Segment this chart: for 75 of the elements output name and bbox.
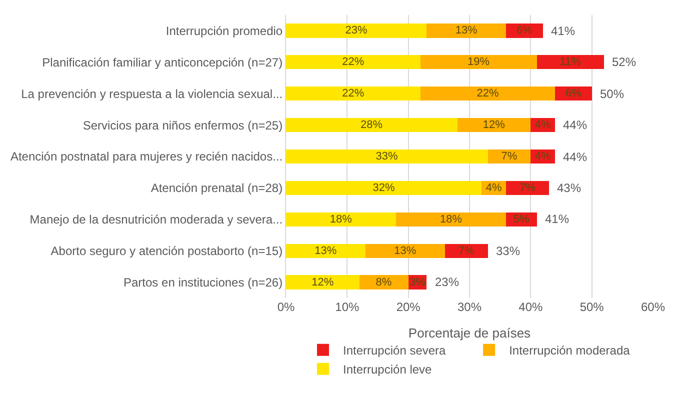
- bar: [286, 55, 421, 70]
- bar: [426, 24, 506, 38]
- x-tick-label: 0%: [277, 300, 295, 314]
- x-tick-label: 10%: [335, 300, 360, 314]
- data-label: 32%: [372, 182, 395, 194]
- bar: [286, 86, 421, 101]
- total-label: 52%: [612, 55, 636, 69]
- x-tick-label: 40%: [518, 300, 543, 314]
- data-label: 7%: [501, 150, 518, 162]
- data-label: 13%: [455, 24, 478, 37]
- x-tick-label: 60%: [640, 300, 666, 314]
- data-label: 4%: [534, 119, 551, 132]
- bar: [286, 24, 427, 38]
- total-label: 44%: [563, 118, 588, 132]
- data-label: 7%: [458, 244, 474, 257]
- total-label: 43%: [557, 181, 582, 195]
- total-label: 41%: [545, 212, 570, 226]
- data-label: 19%: [468, 56, 490, 68]
- bar: [286, 212, 396, 226]
- data-label: 6%: [516, 24, 533, 37]
- bar: [286, 118, 458, 132]
- bar: [536, 55, 604, 70]
- bar: [420, 55, 537, 70]
- y-tick-label: Atención postnatal para mujeres y recién nacidos...: [10, 150, 283, 164]
- data-label: 18%: [330, 213, 352, 226]
- data-label: 28%: [360, 119, 383, 132]
- y-tick-label: Planificación familiar y anticoncepción (n=27): [42, 55, 283, 70]
- y-tick-label: La prevención y respuesta a la violencia sexual...: [21, 86, 283, 101]
- bar: [286, 244, 366, 258]
- data-label: 33%: [376, 150, 398, 162]
- data-label: 11%: [560, 56, 582, 68]
- x-tick-label: 30%: [457, 300, 482, 314]
- bar: [359, 275, 408, 290]
- x-tick-label: 50%: [580, 300, 604, 314]
- total-label: 44%: [563, 150, 588, 164]
- data-label: 6%: [565, 88, 582, 100]
- legend-label: Interrupción moderada: [509, 344, 630, 358]
- data-label: 22%: [476, 88, 499, 100]
- data-label: 13%: [314, 244, 337, 257]
- bar: [396, 212, 506, 226]
- y-tick-label: Partos en instituciones (n=26): [124, 275, 283, 290]
- y-tick-label: Interrupción promedio: [166, 24, 283, 38]
- data-label: 12%: [312, 276, 334, 288]
- bar: [286, 275, 360, 290]
- legend-label: Interrupción severa: [343, 344, 446, 358]
- data-label: 5%: [513, 213, 530, 226]
- total-label: 41%: [551, 24, 576, 38]
- data-label: 22%: [342, 88, 364, 100]
- bar: [457, 118, 531, 132]
- y-tick-label: Manejo de la desnutrición moderada y severa...: [30, 212, 283, 227]
- data-label: 22%: [342, 56, 364, 68]
- y-tick-label: Aborto seguro y atención postaborto (n=15): [50, 244, 283, 258]
- data-label: 4%: [486, 182, 502, 194]
- total-label: 23%: [435, 275, 460, 289]
- data-label: 18%: [440, 213, 462, 226]
- total-label: 50%: [600, 87, 624, 101]
- data-label: 8%: [376, 276, 392, 288]
- x-axis-title: Porcentaje de países: [408, 326, 532, 341]
- total-label: 33%: [496, 244, 520, 258]
- data-label: 13%: [394, 244, 416, 257]
- data-label: 3%: [409, 276, 426, 288]
- bar: [506, 180, 550, 196]
- data-label: 23%: [345, 24, 368, 37]
- bar: [286, 180, 482, 196]
- bar: [286, 149, 488, 164]
- y-tick-label: Atención prenatal (n=28): [150, 181, 283, 196]
- data-label: 12%: [482, 119, 506, 132]
- bar: [506, 24, 543, 38]
- legend-label: Interrupción leve: [343, 362, 432, 377]
- data-label: 4%: [534, 150, 551, 162]
- bar: [366, 244, 446, 258]
- y-tick-label: Servicios para niños enfermos (n=25): [82, 118, 283, 132]
- x-tick-label: 20%: [396, 300, 421, 314]
- data-label: 7%: [520, 182, 536, 194]
- bar: [420, 86, 556, 101]
